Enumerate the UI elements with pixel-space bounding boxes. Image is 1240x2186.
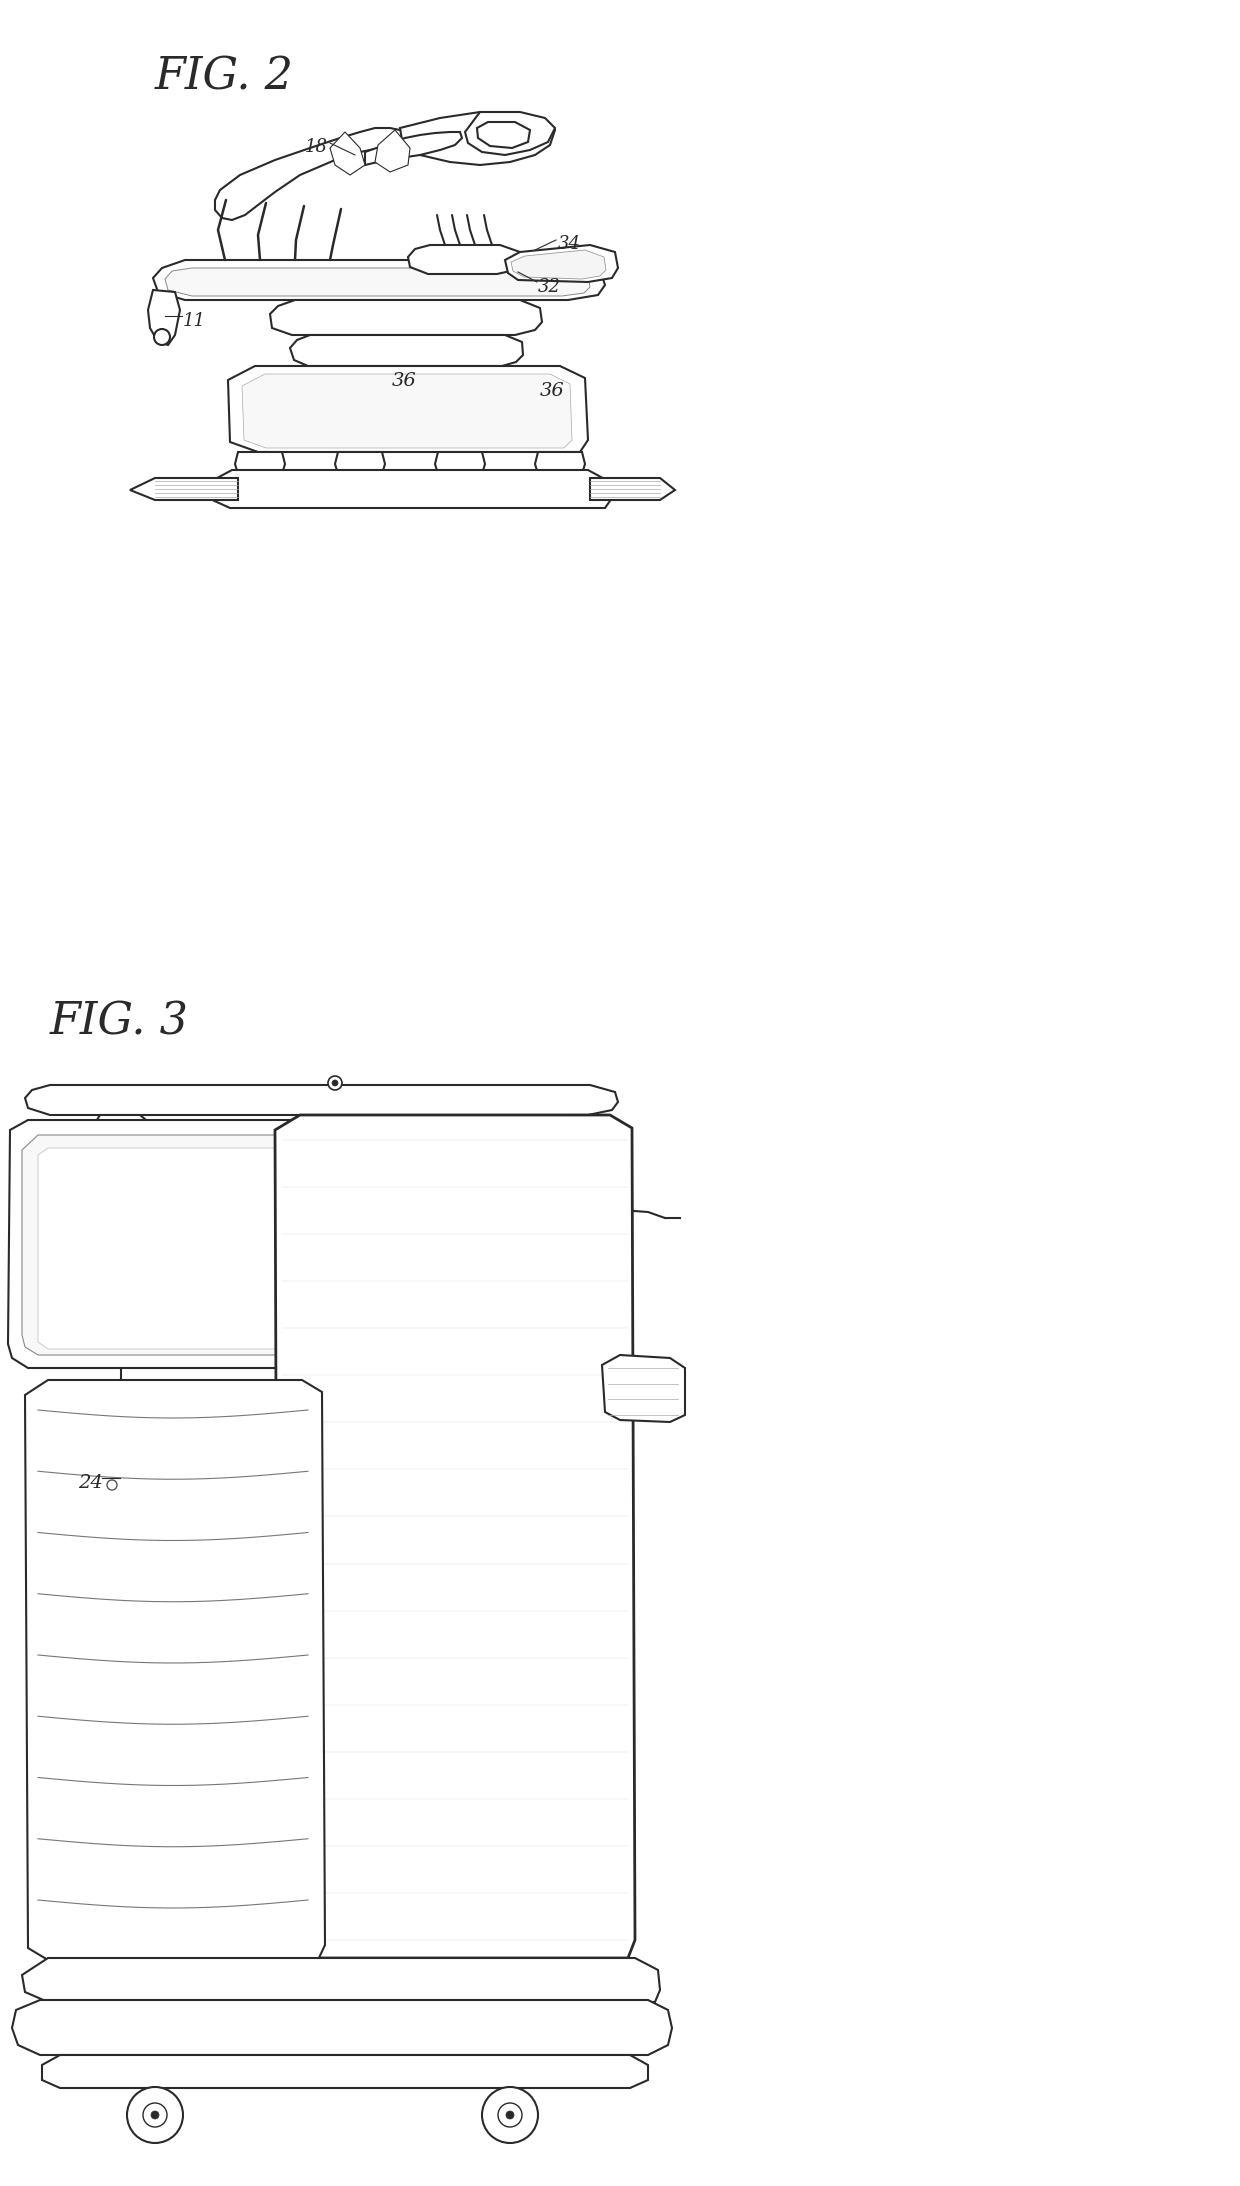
Polygon shape <box>74 1191 167 1229</box>
Polygon shape <box>110 1307 131 1364</box>
Text: 36: 36 <box>539 383 564 400</box>
Polygon shape <box>477 122 529 149</box>
Polygon shape <box>601 1355 684 1423</box>
Polygon shape <box>7 1119 329 1368</box>
Polygon shape <box>465 111 556 155</box>
Text: 36: 36 <box>392 372 417 389</box>
Polygon shape <box>435 453 485 474</box>
Circle shape <box>107 1480 117 1491</box>
Polygon shape <box>590 479 675 501</box>
Polygon shape <box>511 249 606 280</box>
Circle shape <box>143 2103 167 2127</box>
Polygon shape <box>130 479 238 501</box>
Polygon shape <box>335 453 384 474</box>
Polygon shape <box>534 453 585 474</box>
Circle shape <box>506 2112 515 2118</box>
Polygon shape <box>544 1198 626 1222</box>
Polygon shape <box>236 453 285 474</box>
Circle shape <box>151 2112 159 2118</box>
Polygon shape <box>12 2000 672 2055</box>
Polygon shape <box>22 1135 317 1355</box>
Circle shape <box>332 1080 339 1086</box>
Text: 24: 24 <box>78 1473 103 1493</box>
Polygon shape <box>148 291 180 345</box>
Polygon shape <box>153 260 605 299</box>
Polygon shape <box>374 129 410 173</box>
Circle shape <box>498 2103 522 2127</box>
Circle shape <box>482 2088 538 2142</box>
Polygon shape <box>365 131 463 164</box>
Text: 18: 18 <box>305 138 329 155</box>
Polygon shape <box>42 2055 649 2088</box>
Polygon shape <box>228 365 588 453</box>
Polygon shape <box>22 1959 660 2002</box>
Polygon shape <box>25 1379 325 1961</box>
Polygon shape <box>552 1115 615 1358</box>
Polygon shape <box>401 111 556 164</box>
Polygon shape <box>84 1198 157 1222</box>
Polygon shape <box>242 374 572 448</box>
Text: 34: 34 <box>558 236 582 254</box>
Polygon shape <box>536 1191 632 1229</box>
Polygon shape <box>270 299 542 334</box>
Polygon shape <box>91 1115 155 1312</box>
Circle shape <box>126 2088 184 2142</box>
Polygon shape <box>25 1084 618 1115</box>
Polygon shape <box>275 1115 635 1959</box>
Circle shape <box>329 1076 342 1091</box>
Polygon shape <box>330 131 365 175</box>
Polygon shape <box>290 334 523 365</box>
Polygon shape <box>505 245 618 282</box>
Text: 11: 11 <box>184 313 206 330</box>
Polygon shape <box>215 129 405 221</box>
Circle shape <box>154 330 170 345</box>
Text: 32: 32 <box>538 278 560 295</box>
Text: FIG. 3: FIG. 3 <box>50 999 188 1043</box>
Polygon shape <box>38 1148 305 1349</box>
Polygon shape <box>206 470 613 507</box>
Text: FIG. 2: FIG. 2 <box>155 55 294 98</box>
Polygon shape <box>165 269 590 295</box>
Polygon shape <box>408 245 522 273</box>
